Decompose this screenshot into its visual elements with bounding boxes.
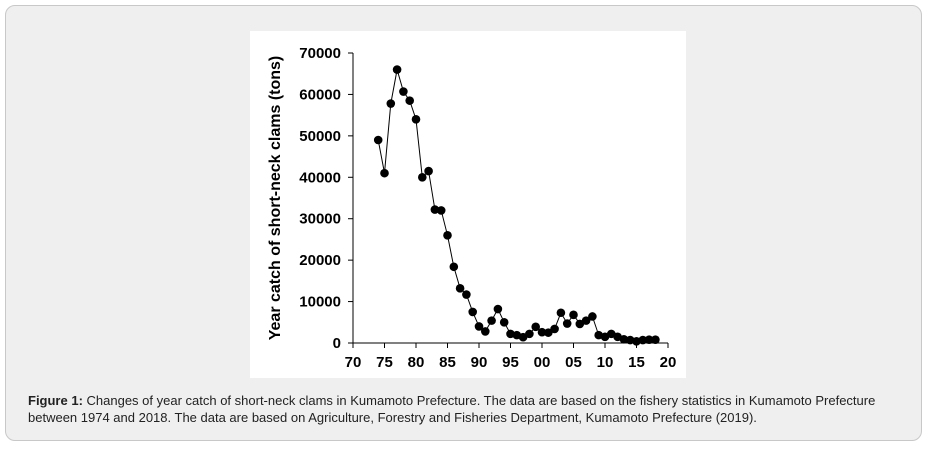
data-point <box>550 324 559 334</box>
data-point <box>588 312 597 321</box>
y-tick-label: 70000 <box>299 45 341 62</box>
y-tick-label: 0 <box>333 335 341 352</box>
x-tick-label: 00 <box>534 354 551 371</box>
y-tick-label: 40000 <box>299 169 341 186</box>
data-point <box>562 319 572 328</box>
data-point <box>638 335 648 345</box>
data-point <box>405 96 414 105</box>
data-point <box>474 322 484 331</box>
data-point <box>619 334 629 344</box>
data-point <box>411 114 421 124</box>
data-point <box>399 87 408 96</box>
x-tick-label: 75 <box>376 354 393 371</box>
caption-text: Changes of year catch of short-neck clam… <box>28 393 876 425</box>
data-point <box>462 290 471 299</box>
data-point <box>481 327 490 336</box>
x-tick-label: 20 <box>660 354 677 371</box>
data-point <box>651 335 660 344</box>
data-point <box>525 329 534 339</box>
data-point <box>373 135 383 145</box>
data-point <box>518 332 528 342</box>
data-point <box>455 284 465 293</box>
series-line <box>377 69 656 342</box>
data-point <box>430 205 440 214</box>
data-point <box>392 65 402 74</box>
figure-container: 0 10000 20000 30000 40000 50000 60000 70000 70 75… <box>5 5 922 441</box>
data-point <box>556 308 566 318</box>
data-point <box>544 328 553 337</box>
x-tick-label: 85 <box>439 354 456 371</box>
data-point <box>380 168 389 178</box>
y-axis-label: Year catch of short-neck clams (tons) <box>267 56 284 341</box>
data-point <box>531 322 540 332</box>
data-point <box>468 307 477 317</box>
figure-caption: Figure 1: Changes of year catch of short… <box>28 392 908 426</box>
y-tick-label: 50000 <box>299 128 341 145</box>
y-tick-label: 60000 <box>299 86 341 103</box>
x-tick-label: 70 <box>345 354 362 371</box>
caption-label: Figure 1: <box>28 393 83 408</box>
y-tick-label: 20000 <box>299 252 341 269</box>
x-tick-label: 05 <box>565 354 582 371</box>
data-point <box>537 327 547 337</box>
chart-panel: 0 10000 20000 30000 40000 50000 60000 70000 70 75… <box>250 31 686 378</box>
data-point <box>493 304 503 314</box>
data-point <box>575 319 585 329</box>
data-point <box>449 262 459 272</box>
data-point <box>424 166 433 176</box>
x-tick-label: 95 <box>502 354 519 371</box>
data-point <box>418 172 427 182</box>
line-chart: 0 10000 20000 30000 40000 50000 60000 70000 70 75… <box>267 45 677 371</box>
x-tick-label: 90 <box>471 354 488 371</box>
data-point <box>386 99 396 108</box>
data-point <box>569 310 578 320</box>
data-point <box>443 230 452 240</box>
data-point <box>436 206 446 215</box>
y-tick-label: 30000 <box>299 211 341 228</box>
x-tick-label: 15 <box>628 354 645 371</box>
x-tick-label: 10 <box>597 354 614 371</box>
data-point <box>487 316 496 325</box>
data-point <box>644 335 654 344</box>
data-point <box>499 317 509 327</box>
y-tick-label: 10000 <box>299 294 341 311</box>
data-point <box>581 316 591 325</box>
x-tick-label: 80 <box>408 354 425 371</box>
